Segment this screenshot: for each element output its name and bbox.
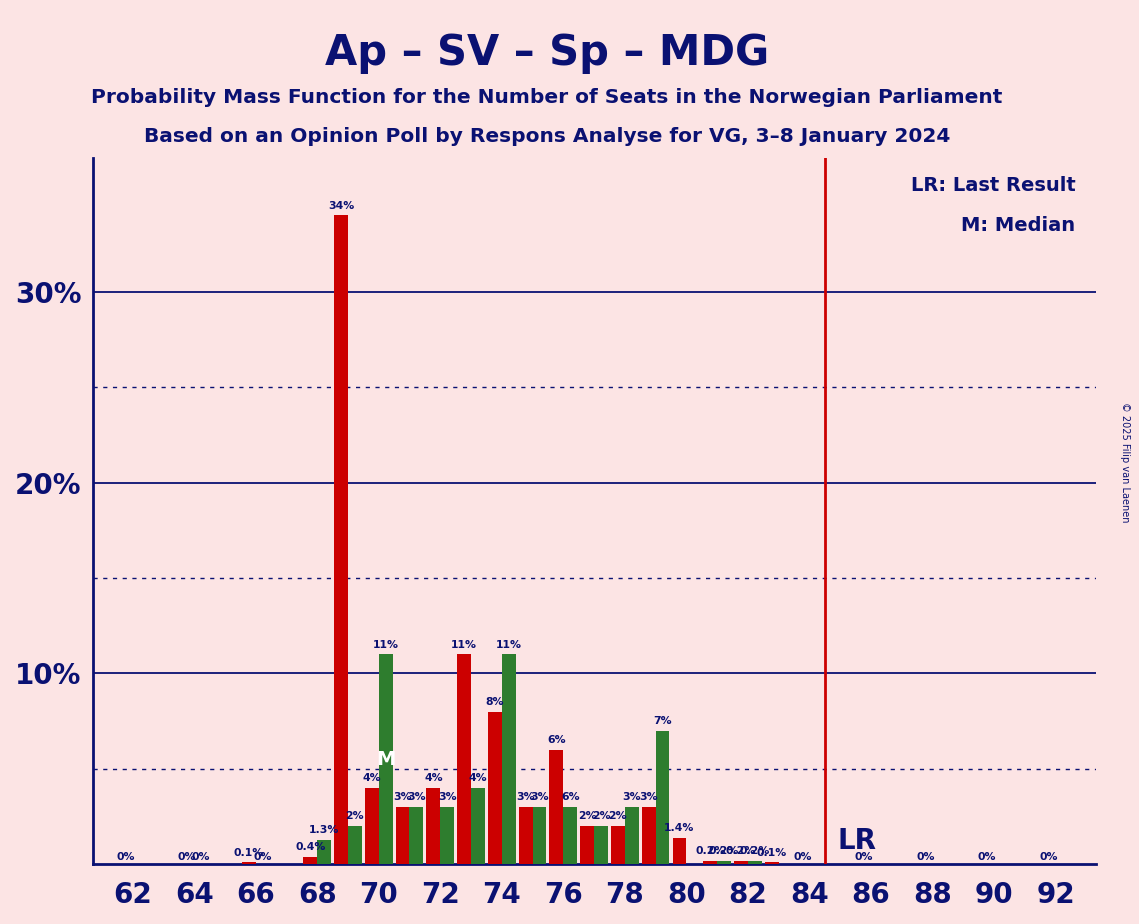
Bar [487, 711, 502, 864]
Bar [379, 654, 393, 864]
Bar [564, 807, 577, 864]
Text: 0%: 0% [116, 853, 134, 862]
Bar [764, 862, 779, 864]
Bar [595, 826, 608, 864]
Bar [334, 215, 347, 864]
Text: 0.1%: 0.1% [233, 847, 264, 857]
Text: Ap – SV – Sp – MDG: Ap – SV – Sp – MDG [325, 32, 769, 74]
Text: 2%: 2% [608, 811, 628, 821]
Text: 0.4%: 0.4% [295, 842, 326, 852]
Text: 0.2%: 0.2% [695, 845, 726, 856]
Text: 11%: 11% [372, 639, 399, 650]
Text: LR: LR [837, 827, 876, 856]
Text: 7%: 7% [653, 716, 672, 726]
Bar [580, 826, 595, 864]
Text: 3%: 3% [437, 792, 457, 802]
Text: 6%: 6% [560, 792, 580, 802]
Bar [457, 654, 472, 864]
Text: 2%: 2% [345, 811, 364, 821]
Text: 0%: 0% [1040, 853, 1058, 862]
Text: 0.1%: 0.1% [756, 847, 787, 857]
Text: 4%: 4% [468, 773, 487, 784]
Text: © 2025 Filip van Laenen: © 2025 Filip van Laenen [1121, 402, 1130, 522]
Text: 3%: 3% [639, 792, 658, 802]
Bar [748, 860, 762, 864]
Bar [441, 807, 454, 864]
Bar [347, 826, 362, 864]
Bar [611, 826, 625, 864]
Text: 0%: 0% [854, 853, 874, 862]
Bar [303, 857, 317, 864]
Text: 2%: 2% [591, 811, 611, 821]
Text: 0%: 0% [916, 853, 935, 862]
Text: 34%: 34% [328, 201, 354, 211]
Bar [241, 862, 255, 864]
Bar [502, 654, 516, 864]
Bar [549, 750, 564, 864]
Text: 0.2%: 0.2% [726, 845, 756, 856]
Bar [703, 860, 718, 864]
Text: Probability Mass Function for the Number of Seats in the Norwegian Parliament: Probability Mass Function for the Number… [91, 88, 1002, 107]
Text: Based on an Opinion Poll by Respons Analyse for VG, 3–8 January 2024: Based on an Opinion Poll by Respons Anal… [144, 127, 950, 146]
Bar [426, 788, 441, 864]
Bar [625, 807, 639, 864]
Text: 0.2%: 0.2% [708, 845, 739, 856]
Bar [518, 807, 533, 864]
Bar [672, 838, 687, 864]
Text: 6%: 6% [547, 736, 566, 745]
Bar [317, 840, 331, 864]
Text: 3%: 3% [393, 792, 412, 802]
Bar [656, 731, 670, 864]
Text: 0%: 0% [793, 853, 812, 862]
Bar [718, 860, 731, 864]
Text: 2%: 2% [577, 811, 597, 821]
Text: 4%: 4% [424, 773, 443, 784]
Text: 0%: 0% [178, 853, 196, 862]
Text: 0.2%: 0.2% [739, 845, 770, 856]
Bar [395, 807, 410, 864]
Bar [410, 807, 424, 864]
Text: 3%: 3% [407, 792, 426, 802]
Text: 1.3%: 1.3% [309, 825, 339, 834]
Bar [472, 788, 485, 864]
Text: 3%: 3% [622, 792, 641, 802]
Text: LR: Last Result: LR: Last Result [911, 176, 1075, 195]
Bar [641, 807, 656, 864]
Text: 8%: 8% [485, 697, 505, 707]
Text: 0%: 0% [977, 853, 997, 862]
Text: 0%: 0% [191, 853, 211, 862]
Text: M: M [376, 750, 395, 769]
Text: 11%: 11% [451, 639, 477, 650]
Text: 3%: 3% [516, 792, 535, 802]
Text: 0%: 0% [253, 853, 272, 862]
Text: M: Median: M: Median [961, 216, 1075, 235]
Text: 1.4%: 1.4% [664, 823, 695, 833]
Text: 3%: 3% [530, 792, 549, 802]
Text: 4%: 4% [362, 773, 382, 784]
Bar [734, 860, 748, 864]
Bar [533, 807, 547, 864]
Text: 11%: 11% [495, 639, 522, 650]
Bar [364, 788, 379, 864]
